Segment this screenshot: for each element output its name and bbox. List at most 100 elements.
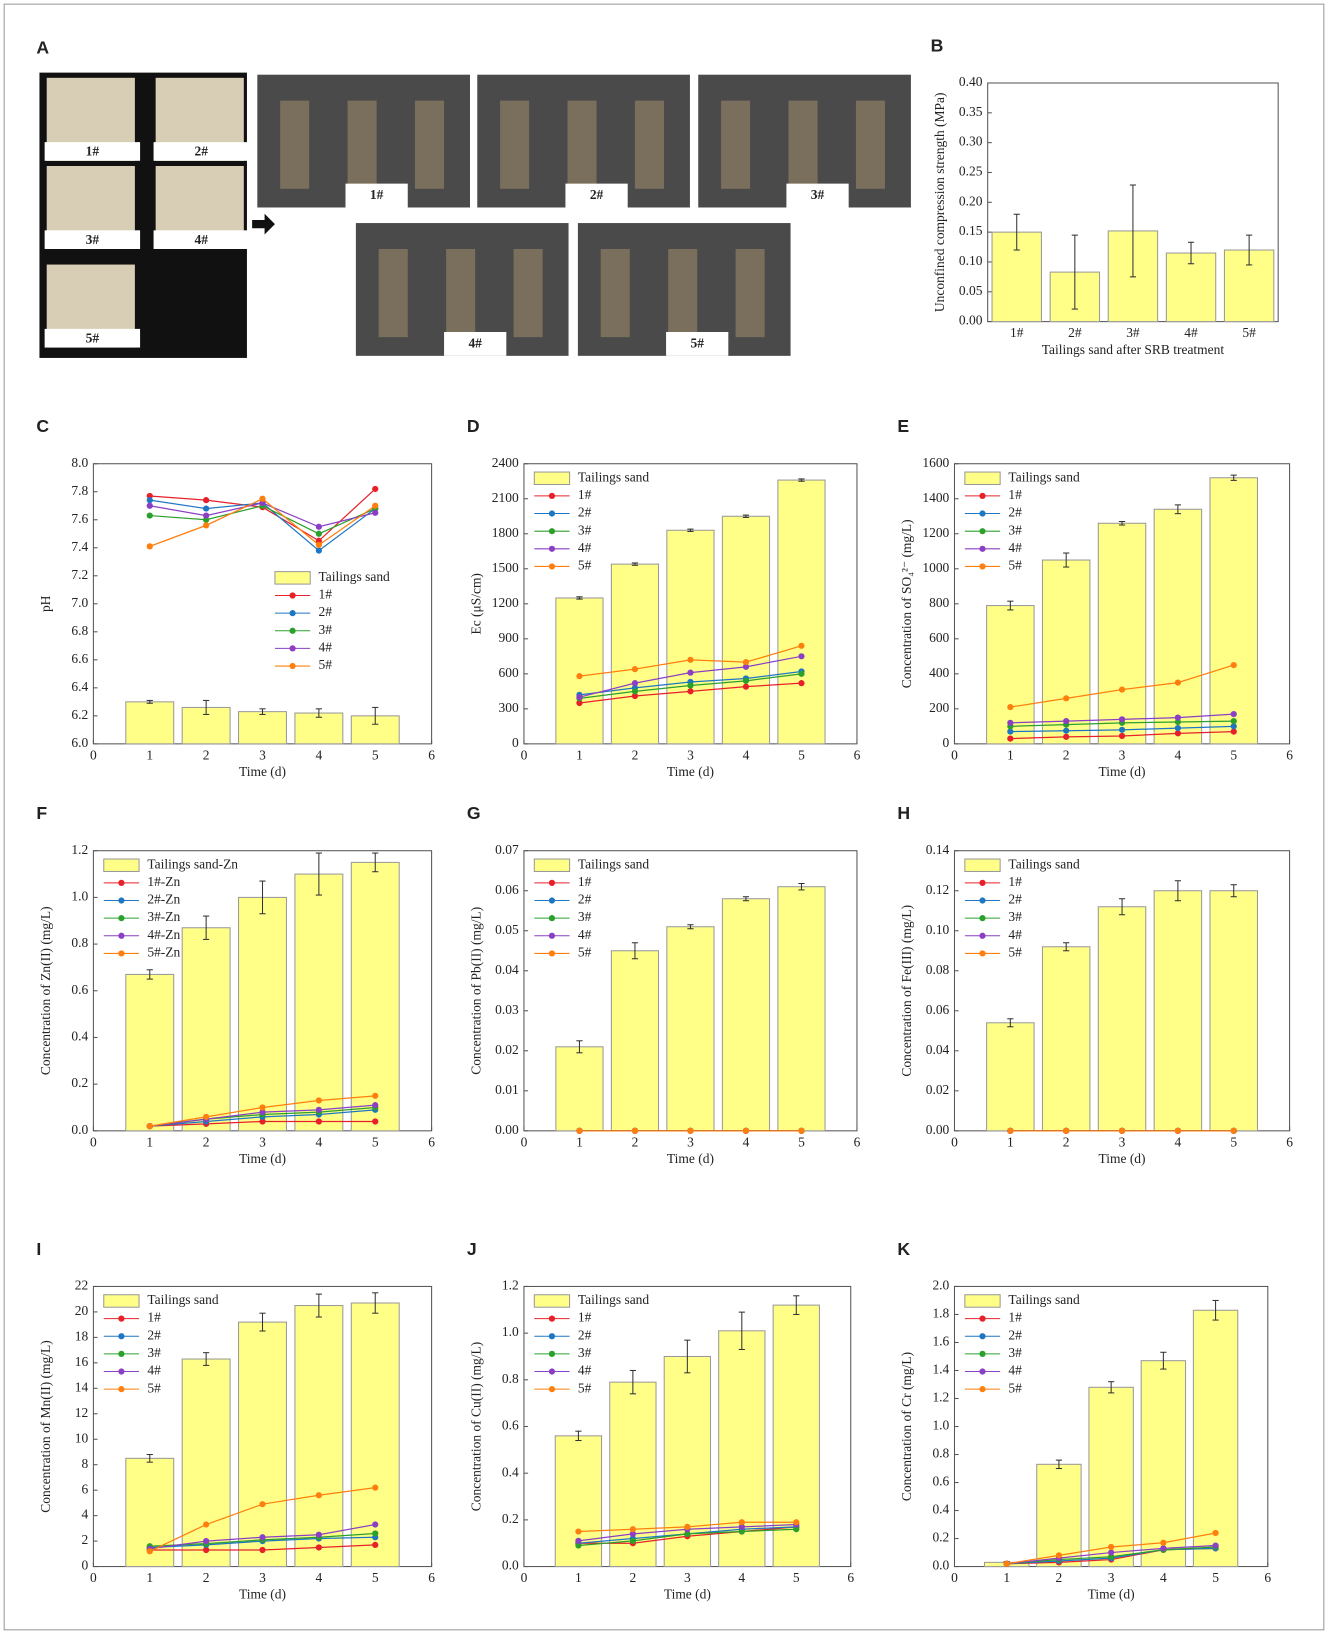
specimen <box>379 249 408 337</box>
y-tick-label: 7.2 <box>71 567 88 582</box>
legend-label: 5# <box>1008 1380 1022 1395</box>
marker <box>203 1114 209 1120</box>
x-tick-label: 0 <box>951 1570 958 1585</box>
marker <box>259 1547 265 1553</box>
marker <box>632 688 638 694</box>
marker <box>798 671 804 677</box>
legend-label: 1# <box>1008 874 1022 889</box>
photo-label: 5# <box>86 330 100 345</box>
x-tick-label: 3 <box>1119 1134 1126 1149</box>
x-tick-label: 6 <box>1286 747 1293 762</box>
legend-label: 2# <box>1008 892 1022 907</box>
legend-marker <box>118 1368 124 1374</box>
y-tick-label: 1.8 <box>932 1306 949 1321</box>
marker <box>1119 686 1125 692</box>
legend-marker <box>118 915 124 921</box>
x-tick-label: 0 <box>90 1570 97 1585</box>
x-tick-label: 4 <box>1175 747 1182 762</box>
x-axis-label: Time (d) <box>239 764 286 779</box>
panel-letter: K <box>897 1239 910 1259</box>
photo-label: 5# <box>690 336 704 351</box>
x-tick-label: 6 <box>847 1570 854 1585</box>
photo-label: 3# <box>811 187 825 202</box>
marker <box>203 505 209 511</box>
legend-marker <box>979 897 985 903</box>
marker <box>576 1128 582 1134</box>
panel-letter: D <box>467 416 480 436</box>
x-tick-label: 4 <box>743 747 750 762</box>
marker <box>1231 711 1237 717</box>
marker <box>1119 727 1125 733</box>
bar <box>126 702 174 744</box>
legend-label: 3# <box>1008 909 1022 924</box>
legend-label: 1# <box>578 1310 592 1325</box>
y-axis-label: Concentration of SO₄²⁻ (mg/L) <box>899 519 914 688</box>
marker <box>147 1123 153 1129</box>
legend-label: 1# <box>319 587 333 602</box>
y-tick-label: 6.4 <box>71 679 88 694</box>
bar <box>295 874 343 1131</box>
y-tick-label: 12 <box>75 1405 88 1420</box>
y-tick-label: 0.2 <box>932 1530 949 1545</box>
legend-label: Tailings sand <box>578 1292 650 1307</box>
legend-label: 2# <box>1008 1327 1022 1342</box>
marker <box>798 653 804 659</box>
marker <box>372 1485 378 1491</box>
x-tick-label: 3 <box>259 747 266 762</box>
y-tick-label: 1.0 <box>932 1418 949 1433</box>
legend-label: 1# <box>1008 1310 1022 1325</box>
marker <box>1119 1128 1125 1134</box>
marker <box>687 688 693 694</box>
bar <box>1089 1387 1133 1566</box>
x-tick-label: 6 <box>1286 1134 1293 1149</box>
y-tick-label: 0.04 <box>495 962 519 977</box>
marker <box>1108 1549 1114 1555</box>
y-tick-label: 0.05 <box>495 922 519 937</box>
marker <box>630 1526 636 1532</box>
legend-marker <box>549 1333 555 1339</box>
marker <box>372 510 378 516</box>
x-axis-label: Time (d) <box>667 1151 714 1166</box>
marker <box>575 1538 581 1544</box>
marker <box>1007 720 1013 726</box>
x-tick-label: 6 <box>854 1134 861 1149</box>
legend-marker <box>979 1368 985 1374</box>
x-tick-label: 2 <box>203 747 210 762</box>
marker <box>259 1501 265 1507</box>
y-tick-label: 6.0 <box>71 735 88 750</box>
y-tick-label: 0.02 <box>495 1042 519 1057</box>
x-tick-label: 1 <box>146 1134 153 1149</box>
marker <box>316 1097 322 1103</box>
x-tick-label: 3 <box>259 1134 266 1149</box>
bar <box>1141 1361 1185 1567</box>
legend-label: Tailings sand <box>1008 856 1080 871</box>
legend-label: 3# <box>1008 1345 1022 1360</box>
x-tick-label: 1 <box>146 1570 153 1585</box>
x-tick-label: 5 <box>793 1570 800 1585</box>
y-axis-label: Concentration of Fe(III) (mg/L) <box>899 905 914 1077</box>
legend-marker <box>549 528 555 534</box>
legend-marker <box>289 663 295 669</box>
y-tick-label: 0.8 <box>932 1446 949 1461</box>
marker <box>687 682 693 688</box>
marker <box>316 1532 322 1538</box>
y-tick-label: 1.4 <box>932 1362 949 1377</box>
marker <box>1175 1128 1181 1134</box>
legend-label: 4# <box>1008 1363 1022 1378</box>
x-tick-label: 2 <box>203 1134 210 1149</box>
panel-letter: E <box>897 416 909 436</box>
bar <box>556 598 603 744</box>
marker <box>1160 1540 1166 1546</box>
x-axis-label: Time (d) <box>1099 1151 1146 1166</box>
legend-marker <box>118 1333 124 1339</box>
x-tick-label: 5# <box>1242 325 1256 340</box>
legend-label: 1# <box>578 487 592 502</box>
x-tick-label: 3 <box>1108 1570 1115 1585</box>
marker <box>1231 662 1237 668</box>
marker <box>632 666 638 672</box>
y-tick-label: 1000 <box>922 560 949 575</box>
specimen <box>788 101 817 189</box>
marker <box>316 1107 322 1113</box>
bar <box>239 712 287 744</box>
y-tick-label: 1600 <box>922 455 949 470</box>
